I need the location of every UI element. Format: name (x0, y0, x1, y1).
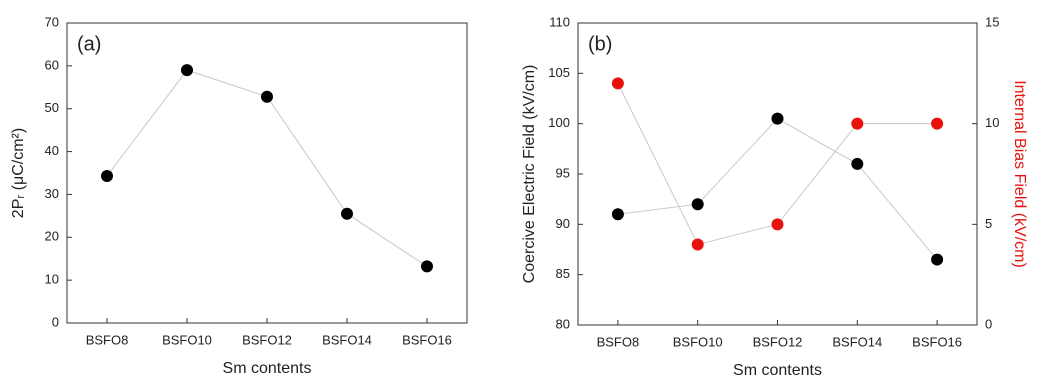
x-tick-label: BSFO8 (86, 332, 129, 347)
x-axis-label: Sm contents (223, 360, 312, 377)
tick-label: 30 (45, 186, 59, 201)
tick-label: 110 (549, 14, 570, 29)
x-tick-label: BSFO12 (753, 334, 803, 349)
tick-label: 15 (985, 14, 999, 29)
y-axis-label: 2Pᵣ (μC/cm²) (10, 128, 27, 218)
tick-label: 105 (548, 65, 570, 80)
x-axis-label: Sm contents (733, 362, 822, 379)
tick-label: 100 (548, 115, 570, 130)
data-point (851, 157, 864, 170)
data-point (931, 253, 944, 266)
tick-label: 90 (556, 216, 570, 231)
tick-label: 50 (45, 100, 59, 115)
data-point (341, 207, 353, 220)
x-tick-label: BSFO12 (242, 332, 292, 347)
tick-label: 70 (45, 14, 59, 29)
data-point (181, 64, 193, 77)
tick-label: 95 (556, 165, 570, 180)
data-point (101, 170, 113, 182)
x-tick-label: BSFO10 (673, 334, 723, 349)
y2-axis-label: Internal Bias Field (kV/cm) (1011, 80, 1028, 268)
tick-label: 5 (985, 216, 992, 231)
tick-label: 80 (556, 316, 570, 331)
tick-label: 10 (45, 272, 59, 287)
plot-frame (577, 22, 978, 326)
data-point (771, 112, 784, 125)
data-point (851, 117, 864, 130)
data-point (421, 260, 433, 273)
data-point (611, 77, 624, 90)
panel-label: (a) (77, 33, 101, 55)
x-tick-label: BSFO16 (912, 334, 962, 349)
tick-label: 40 (45, 143, 59, 158)
plot-frame (66, 22, 468, 324)
panel-label: (b) (588, 33, 612, 55)
x-tick-label: BSFO16 (402, 332, 452, 347)
data-point (691, 198, 704, 211)
y-axis-label: Coercive Electric Field (kV/cm) (521, 65, 538, 284)
x-tick-label: BSFO10 (162, 332, 212, 347)
data-point (611, 208, 624, 221)
tick-label: 60 (45, 57, 59, 72)
x-tick-label: BSFO14 (322, 332, 372, 347)
data-point (931, 117, 944, 130)
tick-label: 85 (556, 266, 570, 281)
data-point (691, 238, 704, 251)
data-point (261, 90, 273, 103)
data-point (771, 218, 784, 231)
x-tick-label: BSFO14 (832, 334, 882, 349)
tick-label: 0 (52, 314, 59, 329)
x-tick-label: BSFO8 (597, 334, 640, 349)
tick-label: 10 (985, 115, 999, 130)
tick-label: 20 (45, 229, 59, 244)
tick-label: 0 (985, 316, 992, 331)
series-line (617, 118, 938, 260)
